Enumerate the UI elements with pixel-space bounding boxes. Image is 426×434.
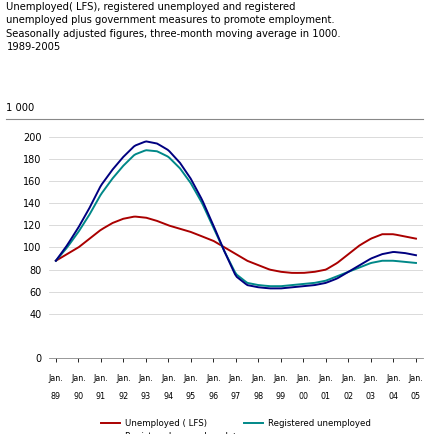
Text: 1 000: 1 000: [6, 103, 35, 113]
Text: 03: 03: [365, 392, 375, 401]
Text: 92: 92: [118, 392, 128, 401]
Text: 00: 00: [298, 392, 308, 401]
Text: Jan.: Jan.: [183, 374, 198, 383]
Text: Jan.: Jan.: [71, 374, 86, 383]
Text: Jan.: Jan.: [228, 374, 243, 383]
Text: Jan.: Jan.: [273, 374, 288, 383]
Text: 91: 91: [95, 392, 106, 401]
Text: Jan.: Jan.: [295, 374, 310, 383]
Text: 93: 93: [141, 392, 151, 401]
Text: 97: 97: [230, 392, 241, 401]
Text: 94: 94: [163, 392, 173, 401]
Text: 99: 99: [275, 392, 285, 401]
Text: 04: 04: [388, 392, 397, 401]
Text: Unemployed( LFS), registered unemployed and registered
unemployed plus governmen: Unemployed( LFS), registered unemployed …: [6, 2, 340, 52]
Text: Jan.: Jan.: [408, 374, 422, 383]
Text: Jan.: Jan.: [206, 374, 220, 383]
Text: Jan.: Jan.: [318, 374, 333, 383]
Text: Jan.: Jan.: [385, 374, 400, 383]
Text: Jan.: Jan.: [340, 374, 355, 383]
Text: Jan.: Jan.: [49, 374, 63, 383]
Legend: Unemployed ( LFS), Registered unemployed +
government measures, Registered unemp: Unemployed ( LFS), Registered unemployed…: [98, 416, 373, 434]
Text: 89: 89: [51, 392, 61, 401]
Text: Jan.: Jan.: [93, 374, 108, 383]
Text: Jan.: Jan.: [138, 374, 153, 383]
Text: Jan.: Jan.: [116, 374, 130, 383]
Text: 02: 02: [343, 392, 353, 401]
Text: Jan.: Jan.: [363, 374, 377, 383]
Text: Jan.: Jan.: [161, 374, 176, 383]
Text: Jan.: Jan.: [250, 374, 265, 383]
Text: 90: 90: [73, 392, 83, 401]
Text: 96: 96: [208, 392, 218, 401]
Text: 01: 01: [320, 392, 330, 401]
Text: 98: 98: [253, 392, 263, 401]
Text: 05: 05: [410, 392, 420, 401]
Text: 95: 95: [185, 392, 196, 401]
